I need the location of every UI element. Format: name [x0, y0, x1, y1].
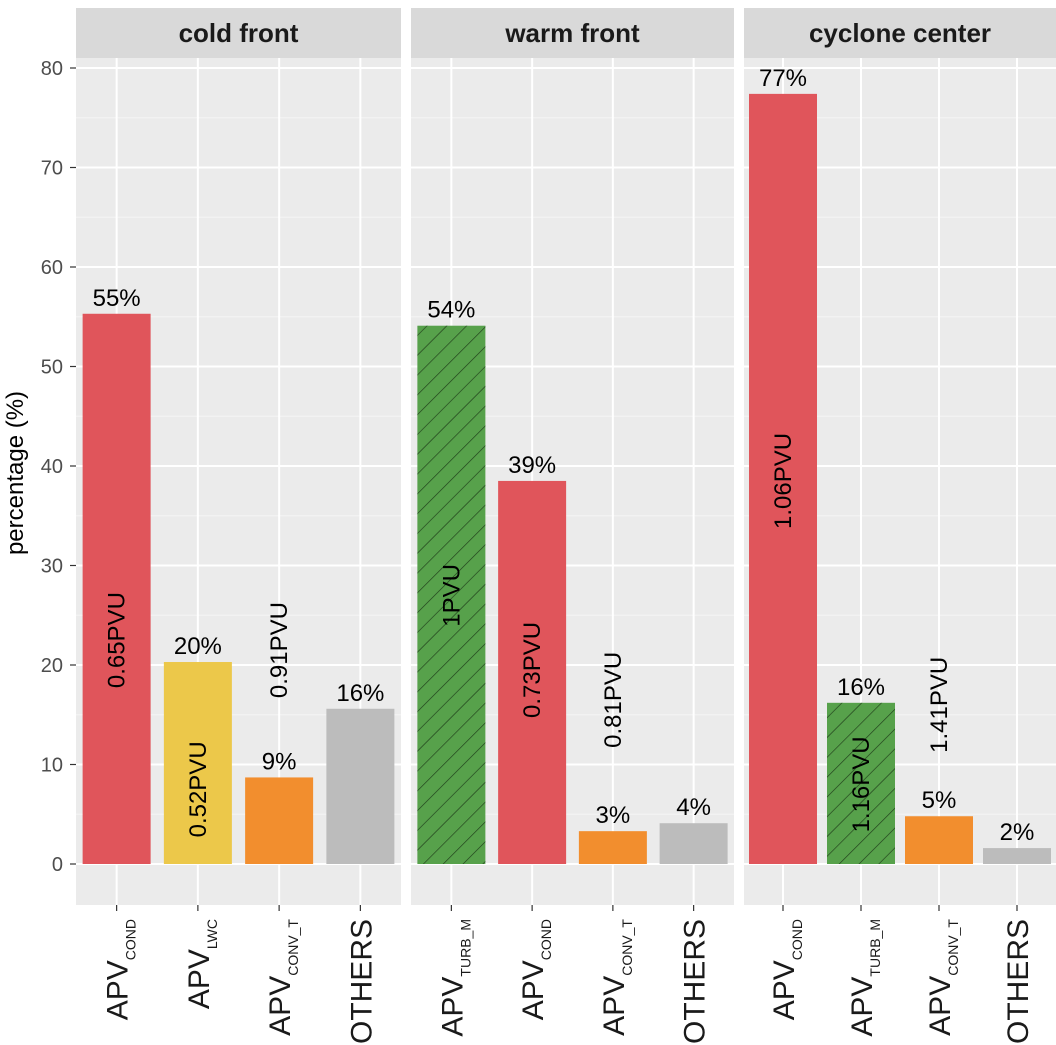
bar-percent-label: 3%	[596, 802, 631, 829]
x-category-label: APVCOND	[102, 919, 139, 1020]
facet-strip	[76, 8, 401, 58]
x-category-label: OTHERS	[679, 919, 712, 1044]
bar-pvu-label: 0.91PVU	[266, 602, 293, 698]
bar-percent-label: 77%	[759, 65, 807, 92]
facet-title: cyclone center	[809, 18, 991, 48]
facet-panel: cold front 55% 0.65PVU APVCOND 20% 0.52PVU APV…	[76, 8, 401, 1044]
bar	[905, 816, 973, 864]
x-category-label: APVTURB_M	[846, 919, 883, 1037]
bar-percent-label: 2%	[1000, 819, 1035, 846]
y-tick-label: 30	[41, 556, 63, 578]
bar	[326, 708, 395, 864]
bar-pvu-label: 1.16PVU	[848, 736, 875, 832]
bar	[498, 480, 567, 864]
y-tick-label: 60	[41, 257, 63, 279]
bar-percent-label: 16%	[336, 680, 384, 707]
bar	[659, 823, 728, 864]
bar-percent-label: 39%	[508, 452, 556, 479]
facet-strip	[411, 8, 734, 58]
bar	[82, 313, 151, 864]
bar	[578, 831, 647, 864]
bar	[983, 848, 1051, 864]
x-category-label: OTHERS	[1002, 919, 1035, 1044]
x-category-label: APVCONV_T	[264, 919, 301, 1036]
facet-panel: warm front 54% 1PVU APVTURB_M 39% 0.73PVU APVC…	[411, 8, 734, 1044]
bar-percent-label: 55%	[93, 285, 141, 312]
y-axis: 0 10 20 30 40 50 60 70 80	[41, 58, 76, 876]
bar-pvu-label: 0.81PVU	[600, 652, 627, 748]
y-tick-label: 10	[41, 755, 63, 777]
bar	[245, 777, 314, 864]
bar-percent-label: 4%	[676, 794, 711, 821]
y-tick-label: 80	[41, 58, 63, 80]
y-axis-title: percentage (%)	[2, 391, 29, 555]
x-category-label: APVCONV_T	[924, 919, 961, 1036]
bar-percent-label: 20%	[174, 633, 222, 660]
facet-strip	[744, 8, 1056, 58]
y-tick-label: 0	[52, 854, 63, 876]
bar-hatch	[417, 325, 486, 865]
bar-percent-label: 5%	[922, 787, 957, 814]
facet-title: cold front	[179, 18, 299, 48]
y-tick-label: 40	[41, 456, 63, 478]
y-tick-label: 50	[41, 357, 63, 379]
bar-percent-label: 16%	[837, 674, 885, 701]
bar-pvu-label: 0.65PVU	[104, 592, 131, 688]
bar	[163, 662, 232, 864]
bar-pvu-label: 0.73PVU	[519, 622, 546, 718]
facet-panels: cold front 55% 0.65PVU APVCOND 20% 0.52PVU APV…	[76, 8, 1056, 1044]
facet-title: warm front	[504, 18, 640, 48]
bar-pvu-label: 1.06PVU	[770, 433, 797, 529]
x-category-label: APVTURB_M	[436, 919, 473, 1037]
x-category-label: APVCOND	[517, 919, 554, 1020]
bar-pvu-label: 1.41PVU	[926, 657, 953, 753]
y-tick-label: 20	[41, 655, 63, 677]
bar-pvu-label: 1PVU	[438, 564, 465, 627]
bar	[749, 93, 817, 865]
bar-pvu-label: 0.52PVU	[185, 741, 212, 837]
x-category-label: APVCONV_T	[598, 919, 635, 1036]
bar-percent-label: 54%	[427, 297, 475, 324]
y-tick-label: 70	[41, 158, 63, 180]
bar-hatch	[827, 702, 895, 864]
x-category-label: APVLWC	[183, 919, 220, 1009]
x-category-label: OTHERS	[345, 919, 378, 1044]
bar-percent-label: 9%	[262, 748, 297, 775]
x-category-label: APVCOND	[768, 919, 805, 1020]
